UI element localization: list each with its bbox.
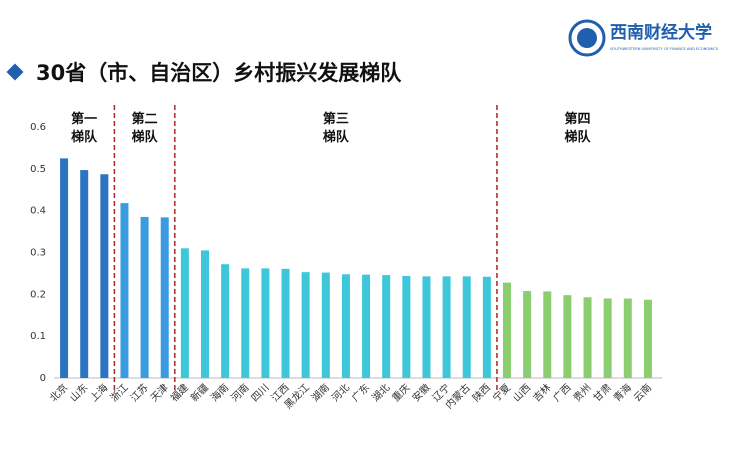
bar <box>563 295 572 378</box>
y-tick-label: 0 <box>40 373 46 384</box>
x-tick-label: 上海 <box>87 381 110 404</box>
x-tick-label: 宁夏 <box>490 381 513 404</box>
bar <box>281 268 290 378</box>
bar <box>241 268 250 378</box>
logo-emblem <box>577 28 597 48</box>
x-tick-label: 重庆 <box>389 381 412 404</box>
chart-title: 30省（市、自治区）乡村振兴发展梯队 <box>36 61 402 85</box>
tier-label: 第三梯队 <box>322 112 349 145</box>
bar <box>100 174 109 378</box>
x-tick-label: 陕西 <box>470 381 493 404</box>
x-tick-label: 四川 <box>250 382 272 404</box>
bar <box>402 275 411 378</box>
x-tick-label: 山西 <box>511 382 534 405</box>
x-tick-label: 天津 <box>148 382 171 405</box>
bar <box>422 276 431 378</box>
x-tick-label: 广东 <box>349 381 372 404</box>
y-tick-label: 0.5 <box>30 164 46 175</box>
bar <box>341 274 350 378</box>
x-tick-label: 青海 <box>611 381 634 404</box>
x-tick-label: 山东 <box>67 381 90 404</box>
y-tick-label: 0.1 <box>30 331 46 342</box>
x-tick-label: 江苏 <box>127 381 150 404</box>
x-tick-label: 广西 <box>551 382 574 405</box>
x-tick-label: 贵州 <box>570 381 593 404</box>
tier-label: 第二梯队 <box>131 112 158 145</box>
y-tick-label: 0.4 <box>30 206 46 217</box>
logo-emblem <box>568 19 606 57</box>
bar <box>60 158 69 378</box>
bar <box>643 299 652 378</box>
bar <box>221 264 230 378</box>
bar <box>160 217 169 378</box>
y-tick-label: 0.3 <box>30 248 46 259</box>
bar <box>362 274 371 378</box>
x-tick-label: 湖北 <box>370 382 393 405</box>
bar <box>462 276 471 378</box>
bar <box>180 248 189 378</box>
logo-english: SOUTHWESTERN UNIVERSITY OF FINANCE AND E… <box>610 47 719 51</box>
x-tick-label: 安徽 <box>409 381 432 404</box>
bar <box>80 170 89 378</box>
bar <box>140 216 149 378</box>
tier-label: 第四梯队 <box>564 112 591 145</box>
x-tick-label: 湖南 <box>309 381 332 404</box>
bar <box>120 203 129 378</box>
x-tick-label: 海南 <box>208 381 231 404</box>
bar <box>321 272 330 378</box>
y-tick-label: 0.6 <box>30 122 46 133</box>
y-tick-label: 0.2 <box>30 289 46 300</box>
bar <box>301 272 310 378</box>
bar <box>583 297 592 378</box>
x-tick-label: 河南 <box>228 381 251 404</box>
logo-name: 西南财经大学 <box>610 22 712 43</box>
x-tick-label: 吉林 <box>530 381 553 404</box>
bar <box>261 268 270 378</box>
x-tick-label: 福建 <box>168 381 191 404</box>
bar <box>482 276 491 378</box>
x-tick-label: 浙江 <box>108 382 131 405</box>
bar <box>523 290 532 378</box>
bar <box>201 250 209 378</box>
tier-label: 第一梯队 <box>71 112 98 145</box>
bar <box>543 291 552 378</box>
x-tick-label: 北京 <box>47 381 70 404</box>
x-tick-label: 甘肃 <box>590 381 613 404</box>
bar <box>603 298 612 378</box>
x-tick-label: 河北 <box>329 382 352 405</box>
bar <box>503 282 511 378</box>
bullet <box>6 63 24 81</box>
bar <box>382 275 391 378</box>
x-tick-label: 新疆 <box>188 381 211 404</box>
bar <box>623 298 632 378</box>
x-tick-label: 云南 <box>631 381 654 404</box>
bar <box>442 276 451 378</box>
